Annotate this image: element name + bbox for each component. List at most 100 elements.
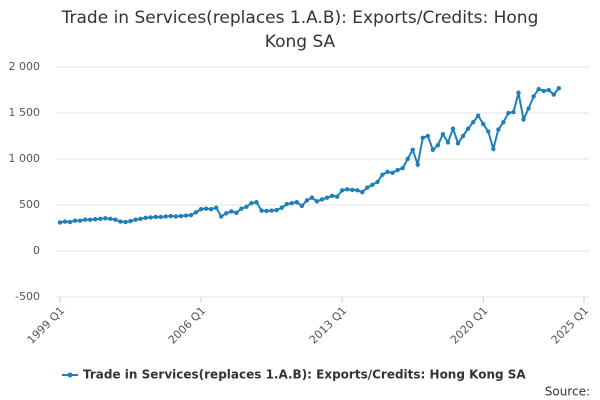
- data-point: [259, 208, 264, 213]
- data-point: [193, 210, 199, 215]
- data-point: [541, 88, 546, 94]
- data-point: [62, 219, 68, 224]
- data-point: [289, 200, 294, 206]
- data-point: [521, 117, 526, 122]
- data-point: [491, 146, 496, 152]
- data-point: [309, 195, 315, 200]
- data-point: [168, 213, 174, 219]
- data-point: [299, 203, 305, 209]
- data-point: [239, 206, 244, 211]
- data-point: [294, 200, 300, 205]
- data-point: [339, 188, 345, 193]
- data-point: [380, 172, 385, 177]
- data-point: [279, 205, 284, 210]
- data-point: [455, 141, 461, 146]
- data-point: [481, 121, 486, 127]
- data-point: [546, 87, 551, 93]
- data-point: [536, 86, 541, 92]
- data-point: [324, 195, 330, 200]
- data-point: [163, 214, 169, 219]
- data-point: [274, 207, 279, 213]
- data-point: [516, 90, 521, 95]
- data-point: [133, 217, 138, 222]
- data-point: [400, 166, 405, 171]
- x-tick-label: 2020 Q1: [448, 304, 491, 347]
- data-point: [123, 219, 128, 225]
- data-point: [264, 208, 269, 214]
- data-point: [405, 156, 410, 162]
- data-point: [344, 187, 350, 192]
- data-point: [445, 140, 451, 145]
- data-point: [108, 216, 113, 221]
- x-tick-label: 2006 Q1: [166, 304, 209, 347]
- data-point: [304, 198, 310, 203]
- data-point: [178, 213, 184, 219]
- y-tick-label: 1 000: [9, 152, 41, 165]
- data-point: [113, 217, 118, 222]
- data-point: [244, 204, 249, 210]
- y-tick-label: 500: [19, 198, 40, 211]
- chart-title: Trade in Services(replaces 1.A.B): Expor…: [61, 8, 539, 28]
- data-point: [430, 147, 436, 152]
- data-point: [496, 127, 501, 132]
- data-point: [229, 209, 234, 214]
- x-tick-label: 2013 Q1: [307, 304, 350, 347]
- data-point: [395, 167, 400, 173]
- data-point: [269, 208, 274, 213]
- data-point: [67, 219, 73, 225]
- data-point: [511, 109, 516, 115]
- data-point: [88, 217, 93, 222]
- series-line: [59, 87, 560, 224]
- legend-marker: [67, 372, 73, 378]
- data-point: [365, 185, 370, 190]
- data-point: [57, 220, 63, 225]
- data-point: [143, 215, 148, 221]
- data-point: [98, 216, 103, 221]
- y-tick-label: 0: [33, 244, 40, 257]
- data-point: [213, 205, 219, 210]
- data-point: [450, 126, 456, 131]
- data-point: [118, 219, 123, 224]
- data-point: [370, 182, 375, 187]
- data-point: [375, 179, 380, 185]
- data-point: [93, 217, 98, 222]
- data-point: [173, 214, 179, 219]
- data-point: [440, 131, 446, 137]
- source-label: Source:: [545, 385, 590, 399]
- data-point: [501, 120, 506, 125]
- data-point: [72, 218, 78, 223]
- data-point: [475, 113, 481, 118]
- data-point: [410, 147, 415, 152]
- data-point: [390, 170, 395, 175]
- data-point: [526, 106, 531, 111]
- data-point: [219, 214, 224, 219]
- data-point: [103, 216, 108, 221]
- data-point: [460, 133, 466, 139]
- data-point: [329, 193, 335, 198]
- data-point: [506, 110, 511, 116]
- y-tick-label: -500: [15, 290, 40, 303]
- data-point: [208, 206, 214, 212]
- data-point: [319, 197, 325, 202]
- data-point: [249, 200, 254, 206]
- data-point: [551, 92, 556, 97]
- data-point: [284, 201, 289, 207]
- data-point: [203, 206, 209, 211]
- data-point: [486, 129, 491, 134]
- data-point: [138, 216, 143, 221]
- data-point: [188, 212, 194, 218]
- data-point: [420, 135, 425, 141]
- data-point: [385, 169, 390, 175]
- data-point: [224, 211, 229, 216]
- data-point: [350, 187, 355, 193]
- data-point: [254, 200, 259, 205]
- x-tick-label: 1999 Q1: [25, 304, 68, 347]
- data-point: [77, 218, 83, 223]
- data-point: [470, 120, 476, 125]
- data-point: [415, 162, 420, 167]
- data-point: [425, 133, 431, 139]
- y-tick-label: 2 000: [9, 60, 41, 73]
- data-point: [234, 210, 239, 216]
- data-point: [153, 214, 158, 220]
